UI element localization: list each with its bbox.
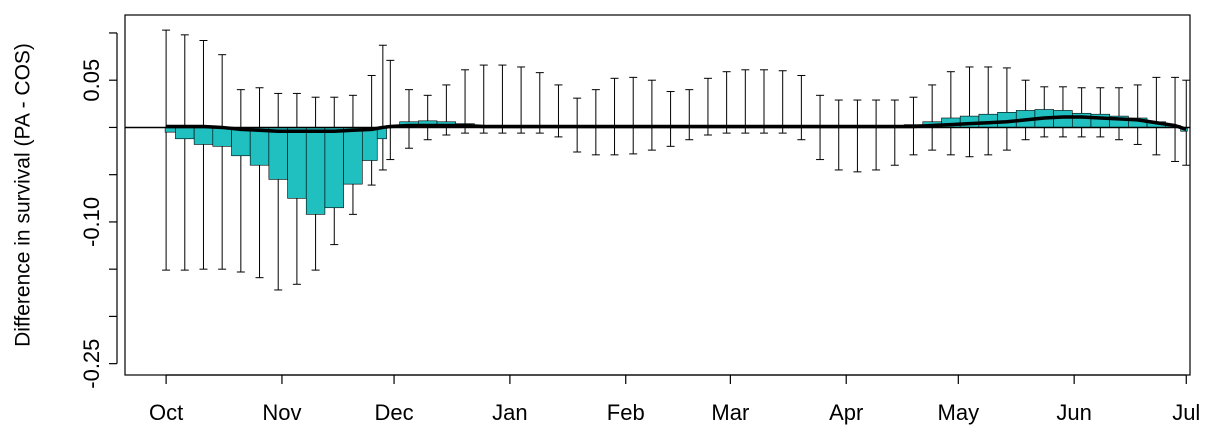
estimate-bar [324, 127, 344, 209]
estimate-bar [287, 127, 307, 199]
x-tick-label: Feb [607, 400, 645, 425]
x-tick-label: May [938, 400, 980, 425]
x-tick-label: Jul [1172, 400, 1200, 425]
x-tick-label: Oct [149, 400, 183, 425]
x-tick-label: Apr [829, 400, 863, 425]
estimate-bar [249, 127, 270, 166]
estimate-bar [268, 127, 288, 180]
plot-box [124, 14, 1191, 376]
estimate-bar [231, 127, 251, 157]
x-tick-label: Nov [262, 400, 301, 425]
estimate-bar [212, 127, 232, 147]
x-tick-label: Jun [1056, 400, 1091, 425]
x-tick-label: Dec [374, 400, 413, 425]
y-axis-label: Difference in survival (PA - COS) [12, 43, 35, 347]
y-tick-label: 0.05 [79, 59, 104, 102]
estimate-bar [193, 127, 214, 145]
estimate-bar [305, 127, 326, 215]
x-tick-label: Mar [711, 400, 749, 425]
y-tick-label: -0.10 [79, 197, 104, 247]
x-tick-label: Jan [492, 400, 527, 425]
trend-line [166, 115, 1187, 133]
estimate-bar [175, 127, 195, 140]
estimate-bar [361, 127, 378, 161]
y-tick-label: -0.25 [79, 339, 104, 389]
estimate-bar [343, 127, 363, 185]
